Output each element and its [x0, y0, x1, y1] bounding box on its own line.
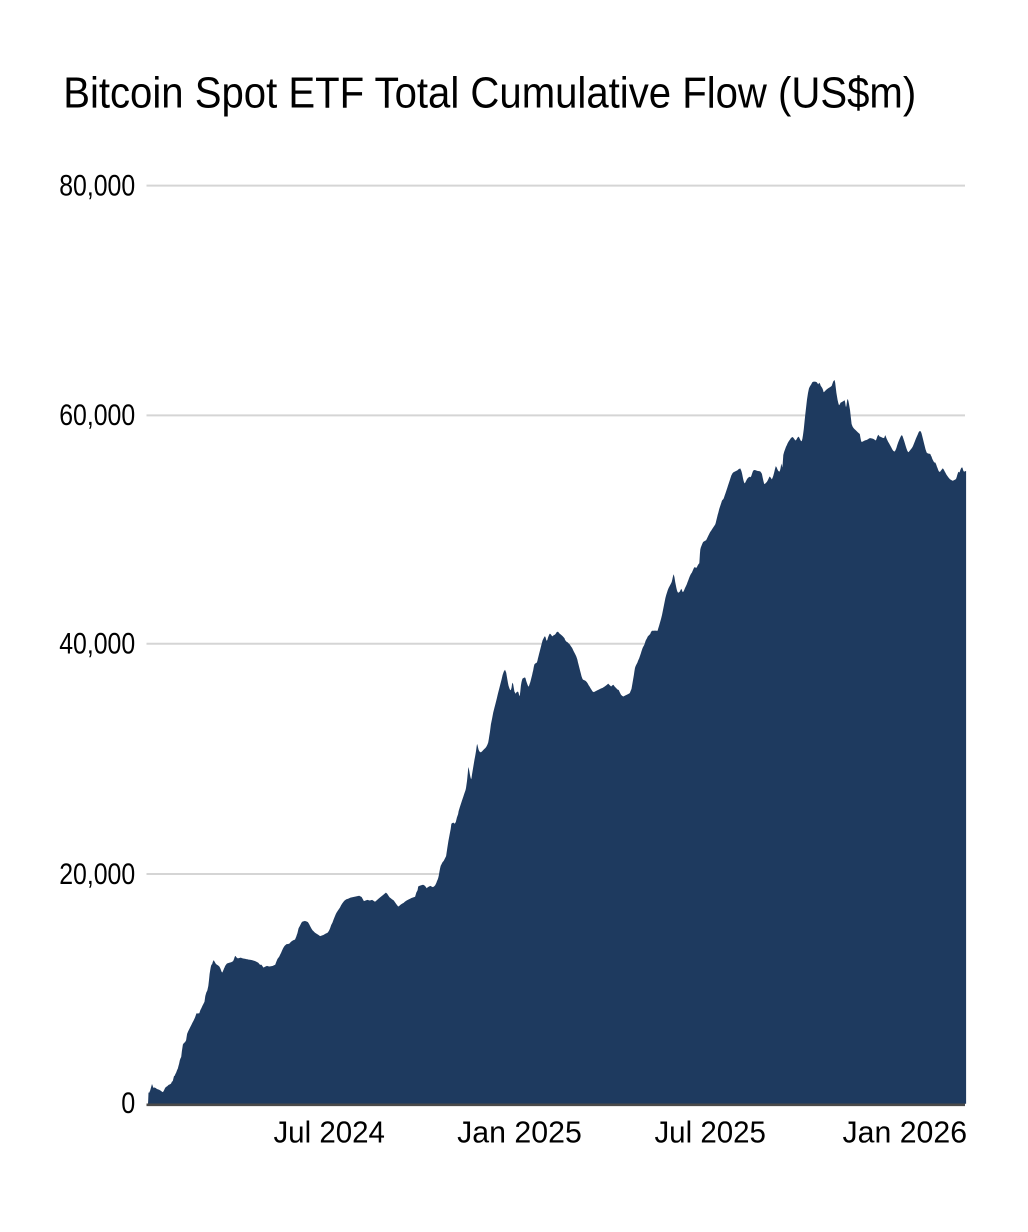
- svg-text:Jan 2025: Jan 2025: [457, 1117, 582, 1150]
- svg-text:40,000: 40,000: [59, 628, 135, 661]
- svg-text:Jul 2025: Jul 2025: [654, 1117, 766, 1150]
- svg-text:20,000: 20,000: [59, 858, 135, 891]
- svg-text:0: 0: [121, 1087, 135, 1120]
- svg-text:60,000: 60,000: [59, 399, 135, 432]
- svg-text:Bitcoin Spot ETF Total Cumulat: Bitcoin Spot ETF Total Cumulative Flow (…: [63, 69, 916, 117]
- svg-text:Jan 2026: Jan 2026: [843, 1117, 968, 1150]
- svg-text:80,000: 80,000: [59, 169, 135, 202]
- svg-text:Jul 2024: Jul 2024: [273, 1117, 385, 1150]
